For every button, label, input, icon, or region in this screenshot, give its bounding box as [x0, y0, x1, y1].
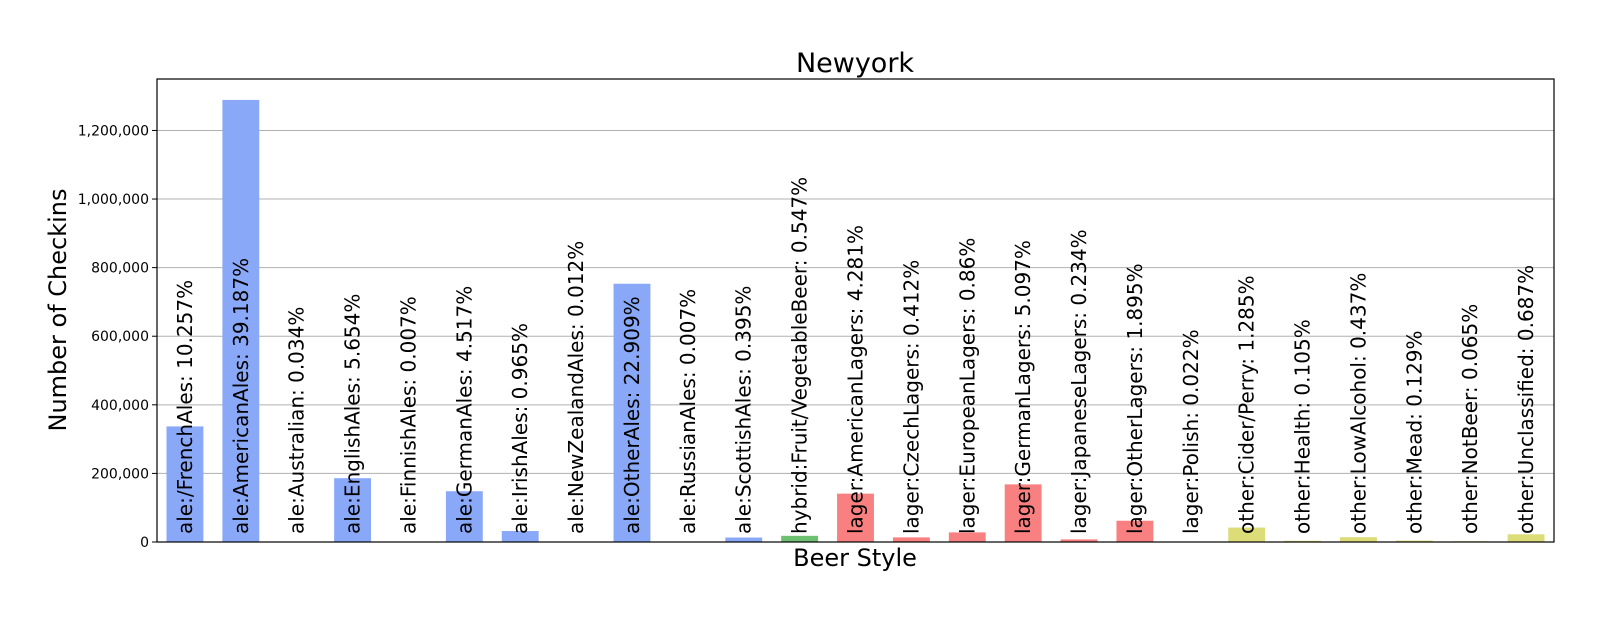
- plot-frame: [156, 78, 1555, 543]
- bar-ale-americanales: [222, 99, 260, 542]
- bar-data-label: lager:AmericanLagers: 4.281%: [844, 225, 868, 534]
- bar-labels: ale:/FrenchAles: 10.257% ale:AmericanAles…: [173, 177, 1538, 534]
- bar-data-label: ale:IrishAles: 0.965%: [508, 323, 532, 534]
- bar-ale-germanales: [445, 491, 483, 542]
- bar-lager-czechlagers: [892, 537, 930, 542]
- y-tick-label: 600,000: [91, 329, 149, 345]
- y-axis-label: Number of Checkins: [44, 188, 72, 431]
- gridlines: [157, 129, 1554, 474]
- bar-data-label: ale:GermanAles: 4.517%: [452, 286, 476, 534]
- bar-other-cider-perry: [1228, 527, 1266, 542]
- bar-data-label: lager:EuropeanLagers: 0.86%: [955, 238, 979, 534]
- bar-data-label: lager:Polish: 0.022%: [1179, 329, 1203, 534]
- bar-data-label: ale:NewZealandAles: 0.012%: [564, 241, 588, 534]
- bar-ale-scottishales: [725, 537, 763, 542]
- bar-data-label: other:Unclassified: 0.687%: [1514, 265, 1538, 534]
- bar-other-lowalcohol: [1339, 537, 1377, 542]
- bar-data-label: other:Health: 0.105%: [1291, 319, 1315, 534]
- y-tick-label: 800,000: [91, 261, 149, 277]
- bar-ale-otherales: [613, 283, 651, 542]
- bar-data-label: ale:OtherAles: 22.909%: [620, 296, 644, 534]
- bar-data-label: other:LowAlcohol: 0.437%: [1346, 273, 1370, 534]
- bar-lager-japaneselagers: [1060, 539, 1098, 542]
- chart-title: Newyork: [796, 48, 914, 79]
- bar-ale-englishales: [334, 478, 372, 542]
- bar-data-label: hybrid:Fruit/VegetableBeer: 0.547%: [788, 177, 812, 534]
- bar-data-label: ale:EnglishAles: 5.654%: [341, 294, 365, 534]
- y-tick-label: 1,000,000: [78, 192, 149, 208]
- y-ticks: 0 200,000 400,000 600,000 800,000 1,000,000 1,…: [78, 123, 157, 551]
- bar-data-label: other:Cider/Perry: 1.285%: [1235, 275, 1259, 534]
- bar-other-unclassified: [1507, 534, 1545, 542]
- bar-data-label: other:NotBeer: 0.065%: [1458, 304, 1482, 534]
- bar-data-label: ale:Australian: 0.034%: [285, 307, 309, 534]
- x-axis-label: Beer Style: [793, 544, 917, 572]
- y-tick-label: 0: [140, 535, 149, 551]
- bar-data-label: ale:ScottishAles: 0.395%: [732, 286, 756, 534]
- bar-data-label: lager:OtherLagers: 1.895%: [1123, 263, 1147, 534]
- bar-data-label: lager:JapaneseLagers: 0.234%: [1067, 229, 1091, 534]
- bar-data-label: other:Mead: 0.129%: [1402, 330, 1426, 534]
- bars: [166, 99, 1545, 542]
- bar-data-label: ale:FinnishAles: 0.007%: [396, 296, 420, 534]
- bar-other-mead: [1395, 540, 1433, 542]
- bar-ale-irishales: [501, 531, 539, 542]
- bar-hybrid-fruit-vegetablebeer: [781, 535, 819, 542]
- bar-lager-otherlagers: [1116, 520, 1154, 542]
- bar-data-label: ale:AmericanAles: 39.187%: [229, 258, 253, 534]
- bar-data-label: lager:CzechLagers: 0.412%: [899, 260, 923, 534]
- bar-lager-americanlagers: [837, 493, 874, 542]
- bar-other-health: [1284, 540, 1321, 542]
- y-tick-label: 1,200,000: [78, 123, 149, 139]
- bar-ale-frenchales: [166, 426, 204, 542]
- bar-lager-europeanlagers: [948, 532, 986, 542]
- y-tick-label: 200,000: [91, 466, 149, 482]
- bar-data-label: lager:GermanLagers: 5.097%: [1011, 240, 1035, 534]
- bar-data-label: ale:RussianAles: 0.007%: [676, 289, 700, 534]
- bar-lager-germanlagers: [1004, 484, 1042, 542]
- y-tick-label: 400,000: [91, 398, 149, 414]
- bar-data-label: ale:/FrenchAles: 10.257%: [173, 280, 197, 534]
